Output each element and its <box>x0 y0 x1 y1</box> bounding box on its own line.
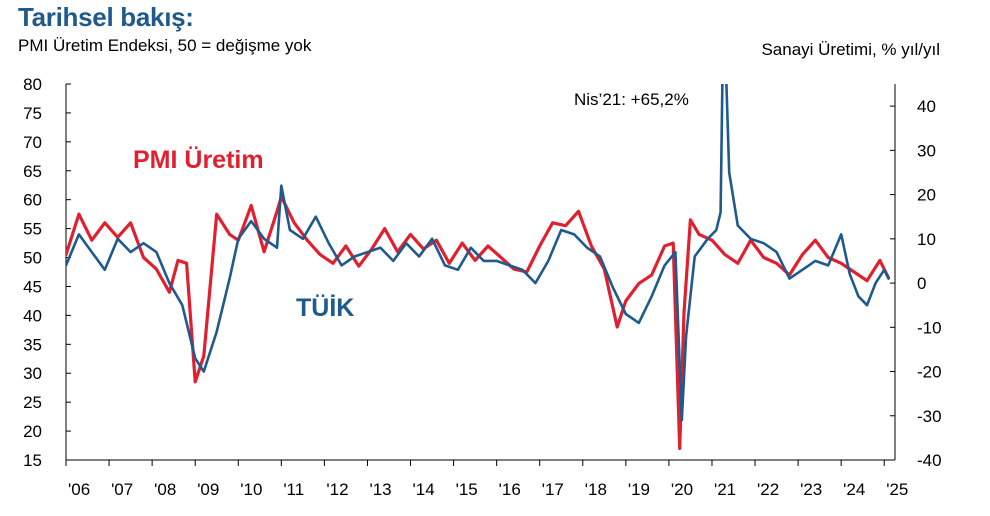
left-axis: 80 75 70 65 60 55 50 45 40 35 30 25 20 15 <box>23 75 71 470</box>
right-tick-label: 30 <box>917 141 936 160</box>
chart-subtitle: PMI Üretim Endeksi, 50 = değişme yok <box>18 36 312 55</box>
x-tick-label: '08 <box>154 480 176 499</box>
x-tick-label: '17 <box>542 480 564 499</box>
left-tick-label: 25 <box>23 393 42 412</box>
left-tick-label: 35 <box>23 335 42 354</box>
left-tick-label: 20 <box>23 422 42 441</box>
right-tick-label: -30 <box>917 407 942 426</box>
right-tick-label: 10 <box>917 230 936 249</box>
right-tick-label: 0 <box>917 274 926 293</box>
left-tick-label: 15 <box>23 451 42 470</box>
x-tick-label: '15 <box>456 480 478 499</box>
x-tick-label: '10 <box>240 480 262 499</box>
pmi-series-label: PMI Üretim <box>133 145 264 174</box>
right-axis-title: Sanayi Üretimi, % yıl/yıl <box>761 40 940 59</box>
x-tick-label: '23 <box>800 480 822 499</box>
plot-frame <box>65 84 896 461</box>
left-tick-label: 30 <box>23 364 42 383</box>
tuik-series-label: TÜİK <box>296 293 354 322</box>
left-tick-label: 50 <box>23 249 42 268</box>
right-axis: 40 30 20 10 0 -10 -20 -30 -40 <box>890 97 942 470</box>
left-tick-label: 40 <box>23 306 42 325</box>
chart-title: Tarihsel bakış: <box>18 2 194 32</box>
x-tick-label: '19 <box>628 480 650 499</box>
x-tick-label: '07 <box>111 480 133 499</box>
left-tick-label: 80 <box>23 75 42 94</box>
x-tick-label: '06 <box>68 480 90 499</box>
right-tick-label: -20 <box>917 363 942 382</box>
left-tick-label: 65 <box>23 162 42 181</box>
pmi-series-line <box>66 195 891 450</box>
x-tick-label: '18 <box>585 480 607 499</box>
left-tick-label: 45 <box>23 277 42 296</box>
tuik-series-line <box>66 84 890 422</box>
x-tick-label: '24 <box>843 480 865 499</box>
left-tick-label: 75 <box>23 104 42 123</box>
right-tick-label: 40 <box>917 97 936 116</box>
right-tick-label: -40 <box>917 451 942 470</box>
peak-annotation: Nis’21: +65,2% <box>574 90 689 109</box>
x-tick-label: '21 <box>714 480 736 499</box>
left-tick-label: 55 <box>23 220 42 239</box>
right-tick-label: 20 <box>917 186 936 205</box>
right-tick-label: -10 <box>917 318 942 337</box>
x-tick-label: '11 <box>283 480 304 499</box>
left-tick-label: 60 <box>23 191 42 210</box>
x-tick-label: '22 <box>757 480 779 499</box>
x-axis: '06 '07 '08 '09 '10 '11 '12 '13 '14 '15 '16 '17 '18 '… <box>65 460 908 499</box>
x-tick-label: '12 <box>326 480 348 499</box>
x-tick-label: '20 <box>671 480 693 499</box>
left-tick-label: 70 <box>23 133 42 152</box>
x-tick-label: '25 <box>886 480 908 499</box>
x-tick-label: '09 <box>197 480 219 499</box>
x-tick-label: '14 <box>413 480 435 499</box>
x-tick-label: '16 <box>499 480 521 499</box>
x-tick-label: '13 <box>369 480 391 499</box>
